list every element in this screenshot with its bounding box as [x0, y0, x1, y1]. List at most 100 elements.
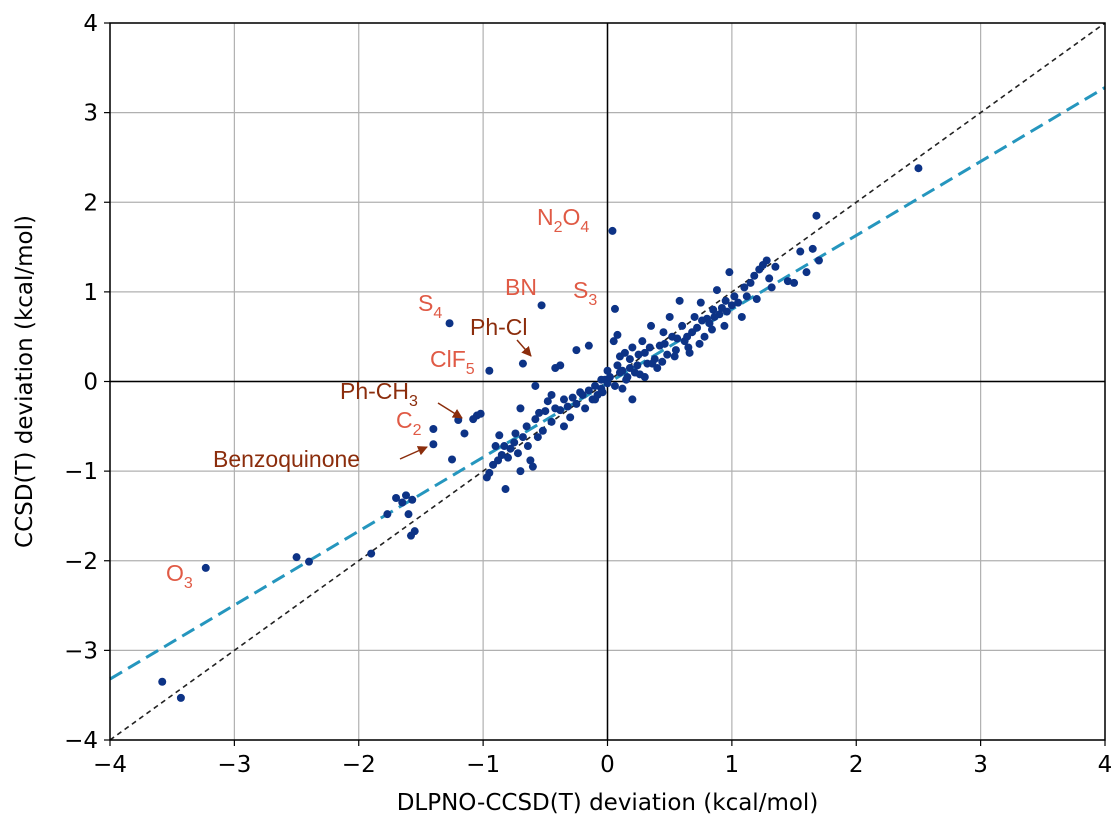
data-point [640, 348, 649, 357]
data-point [671, 346, 680, 355]
data-point [522, 422, 531, 431]
data-point [635, 370, 644, 379]
data-point [695, 339, 704, 348]
data-point [305, 557, 313, 566]
arrow-ph-ch3 [437, 402, 463, 419]
data-point [722, 307, 731, 316]
arrow-ph-cl [516, 339, 532, 357]
y-tick-label: 1 [83, 280, 98, 306]
data-point [663, 350, 672, 359]
x-tick-label: 4 [1098, 752, 1113, 778]
data-point [705, 319, 714, 328]
data-point [690, 312, 699, 321]
data-point [398, 498, 407, 507]
data-point [491, 442, 500, 451]
data-point [581, 404, 590, 413]
data-point [511, 429, 520, 438]
data-point [914, 164, 923, 173]
data-point [176, 693, 185, 702]
data-point [584, 341, 593, 350]
data-point [518, 359, 527, 368]
data-point [670, 352, 679, 361]
y-tick-label: 3 [83, 101, 98, 127]
data-point [597, 375, 606, 384]
x-axis-label: DLPNO-CCSD(T) deviation (kcal/mol) [397, 790, 819, 816]
data-point [675, 296, 684, 305]
data-point [618, 384, 627, 393]
data-point [535, 408, 544, 417]
annotation-clf5: ClF5 [430, 346, 475, 378]
y-tick-label: −4 [64, 728, 98, 754]
data-point [783, 277, 792, 286]
data-point [808, 244, 817, 253]
x-axis-ticks: −4 −3 −2 −1 0 1 2 3 4 [93, 740, 1112, 778]
data-point [615, 368, 624, 377]
data-point [707, 325, 716, 334]
data-point [665, 312, 674, 321]
data-point [678, 321, 687, 330]
annotation-s4: S4 [418, 290, 442, 322]
data-point [609, 337, 618, 346]
x-tick-label: −2 [342, 752, 376, 778]
data-point [485, 366, 494, 375]
data-point [767, 283, 776, 292]
data-point [709, 305, 718, 314]
data-point [727, 301, 736, 310]
data-point [518, 433, 527, 442]
data-point [700, 332, 709, 341]
data-point [445, 319, 454, 328]
data-point [625, 355, 634, 364]
data-point [408, 495, 417, 504]
data-point [790, 278, 799, 287]
data-point [572, 346, 581, 355]
data-point [802, 268, 811, 277]
data-point [628, 343, 637, 352]
data-point [531, 381, 540, 390]
arrow-benzoquinone [399, 446, 428, 460]
data-point [429, 440, 438, 449]
data-point [638, 337, 647, 346]
data-point [647, 321, 656, 330]
annotation-o3: O3 [166, 560, 193, 592]
data-point [710, 312, 719, 321]
x-tick-label: −4 [93, 752, 127, 778]
y-tick-label: 2 [83, 190, 98, 216]
data-point [762, 256, 771, 265]
y-tick-label: 4 [83, 11, 98, 37]
data-point [812, 211, 821, 220]
data-point [696, 298, 705, 307]
data-point [410, 527, 419, 536]
data-point [559, 422, 568, 431]
data-point [500, 442, 509, 451]
annotation-ph-ch3: Ph-CH3 [340, 378, 418, 410]
data-point [563, 402, 572, 411]
data-point [513, 449, 522, 458]
data-point [516, 467, 525, 476]
data-point [578, 390, 587, 399]
data-point [506, 444, 515, 453]
data-point [796, 247, 805, 256]
data-point [730, 292, 739, 301]
y-tick-label: 0 [83, 370, 98, 396]
y-tick-label: −2 [64, 549, 98, 575]
data-point [752, 295, 761, 304]
data-point [526, 456, 535, 465]
data-point [721, 296, 730, 305]
data-point [693, 323, 702, 332]
data-point [613, 361, 622, 370]
data-point [367, 549, 376, 558]
data-point [605, 373, 614, 382]
data-point [383, 510, 392, 519]
data-point [610, 381, 619, 390]
data-point [591, 381, 600, 390]
data-point [528, 462, 537, 471]
data-point [429, 425, 438, 434]
data-point [598, 388, 607, 397]
y-tick-label: −3 [64, 638, 98, 664]
data-point [603, 366, 612, 375]
data-point [620, 348, 629, 357]
data-point [685, 348, 694, 357]
data-point [633, 361, 642, 370]
x-tick-label: −1 [466, 752, 500, 778]
